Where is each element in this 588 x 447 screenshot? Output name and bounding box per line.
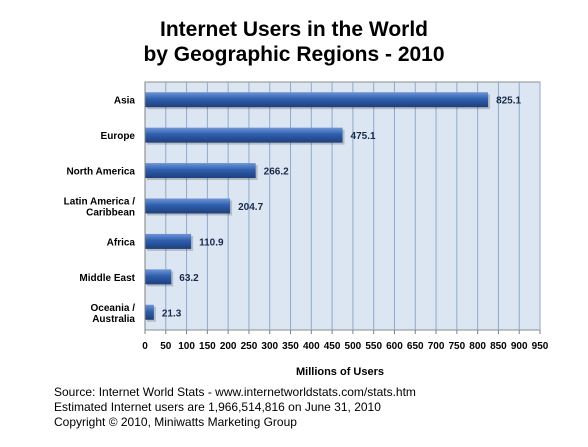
chart-subtitle: by Geographic Regions - 2010 [143,43,445,66]
category-label-line: Australia [92,314,135,325]
x-tick-label: 950 [532,341,549,352]
x-tick-label: 200 [220,341,237,352]
x-tick-label: 750 [448,341,465,352]
category-label: Europe [101,131,136,142]
category-label-line: Oceania / [91,303,136,314]
category-label-line: Europe [101,131,136,142]
x-tick-label: 400 [303,341,320,352]
x-tick-label: 800 [469,341,486,352]
bar [145,269,172,285]
bar [145,304,154,320]
x-tick-label: 850 [490,341,507,352]
category-label: Middle East [79,273,135,284]
category-label: North America [66,167,135,178]
bar-value-label: 825.1 [496,96,521,107]
x-tick-label: 700 [428,341,445,352]
category-label-line: North America [66,167,135,178]
bar-value-label: 475.1 [351,131,376,142]
bar-value-label: 21.3 [162,308,182,319]
bar-value-label: 204.7 [238,202,263,213]
category-label-line: Middle East [79,273,135,284]
x-tick-label: 250 [241,341,258,352]
bar-value-label: 266.2 [264,167,289,178]
x-tick-label: 100 [178,341,195,352]
bar [145,198,231,214]
category-label: Oceania / Australia [91,303,136,325]
x-tick-label: 150 [199,341,216,352]
x-tick-label: 600 [386,341,403,352]
bar [145,233,192,249]
copyright-note: Copyright © 2010, Miniwatts Marketing Gr… [54,415,297,429]
category-label: Africa [107,237,136,248]
x-tick-label: 450 [324,341,341,352]
category-label-line: Asia [114,96,136,107]
category-label-line: Latin America / [64,197,136,208]
x-tick-label: 300 [261,341,278,352]
x-tick-label: 550 [365,341,382,352]
x-tick-label: 0 [142,341,148,352]
x-tick-label: 350 [282,341,299,352]
x-tick-label: 500 [345,341,362,352]
category-label: Asia [114,96,136,107]
category-label: Latin America / Caribbean [64,197,136,219]
bar-value-label: 110.9 [199,237,224,248]
bar [145,92,489,108]
chart-title: Internet Users in the World [160,18,428,41]
x-tick-label: 650 [407,341,424,352]
category-label-line: Caribbean [86,208,135,219]
x-tick-label: 900 [511,341,528,352]
source-note: Source: Internet World Stats - www.inter… [54,385,416,399]
x-axis-label: Millions of Users [296,366,384,378]
bar-value-label: 63.2 [179,273,199,284]
x-tick-label: 50 [160,341,172,352]
estimate-note: Estimated Internet users are 1,966,514,8… [54,400,381,414]
bar [145,163,256,179]
category-label-line: Africa [107,237,136,248]
bar [145,127,343,143]
